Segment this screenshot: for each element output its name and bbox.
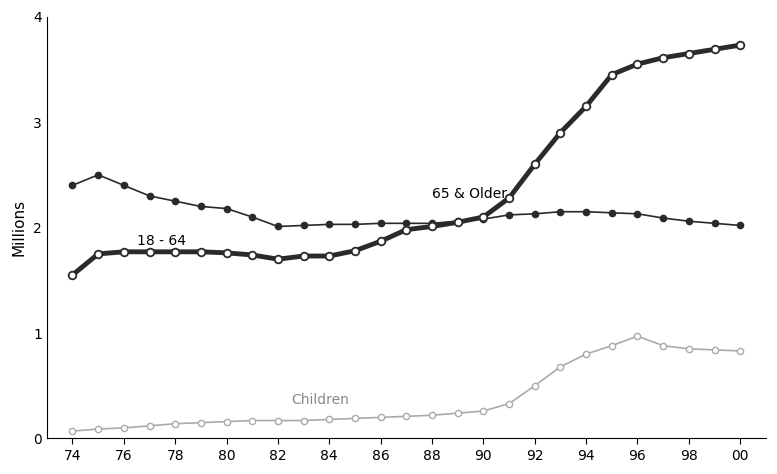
Text: Children: Children xyxy=(291,392,349,407)
Text: 65 & Older: 65 & Older xyxy=(432,187,507,201)
Text: 18 - 64: 18 - 64 xyxy=(137,235,186,248)
Y-axis label: Millions: Millions xyxy=(11,199,26,256)
